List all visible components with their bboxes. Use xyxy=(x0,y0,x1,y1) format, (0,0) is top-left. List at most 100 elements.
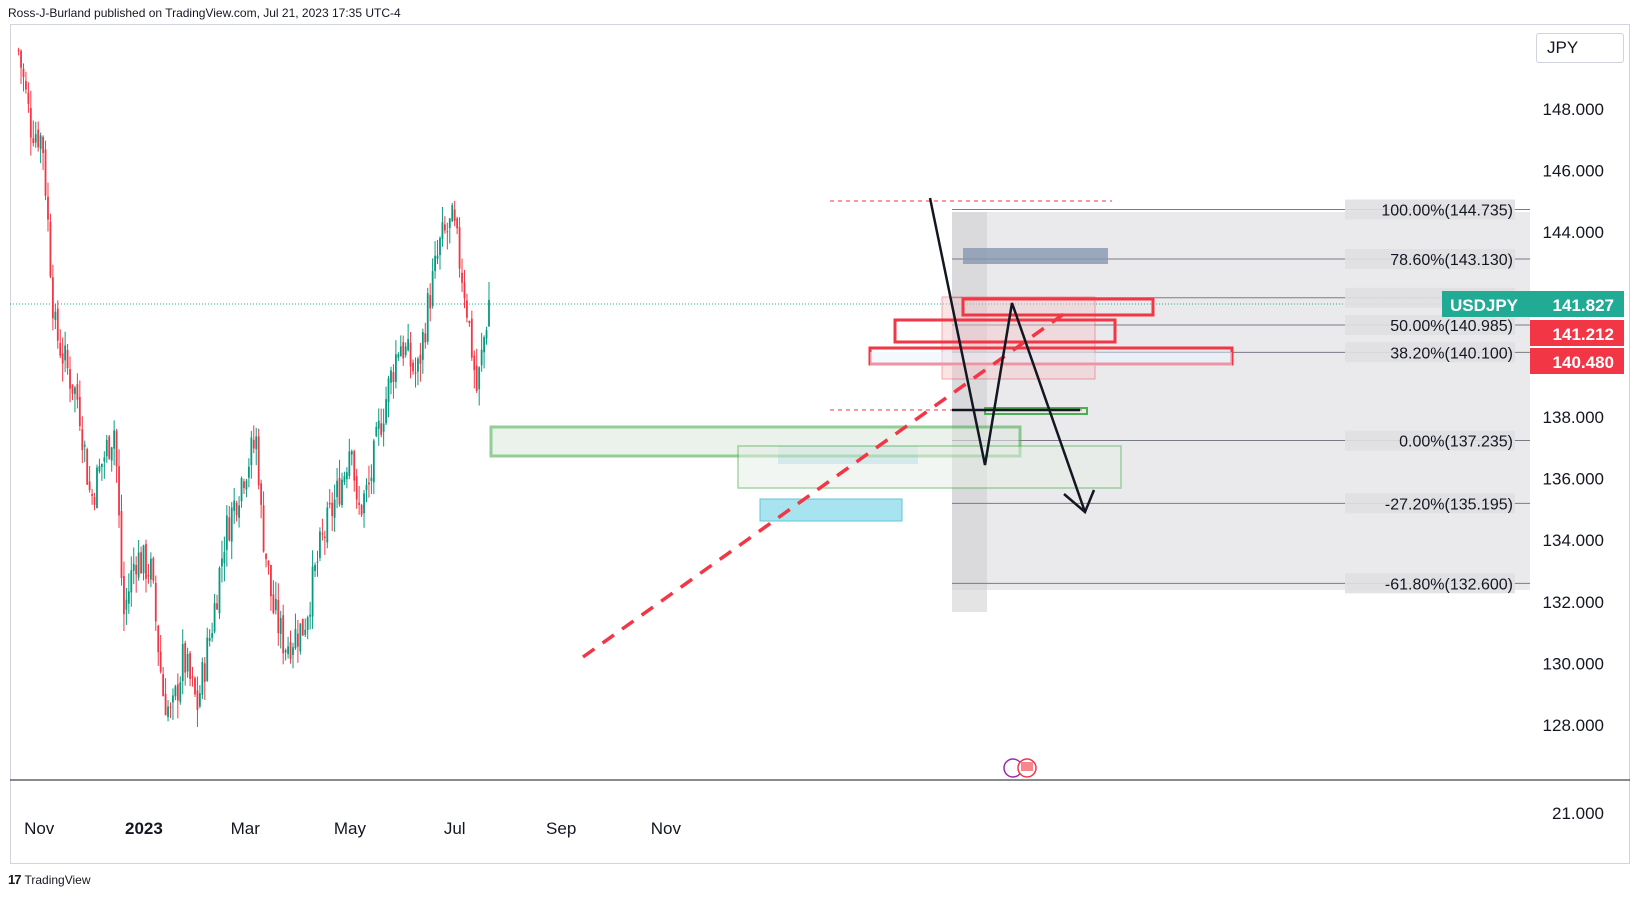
x-axis-label: Jul xyxy=(444,819,466,838)
x-axis-label: Sep xyxy=(546,819,576,838)
candle-body xyxy=(223,552,226,564)
candle-body xyxy=(385,399,387,424)
svg-text:141.827: 141.827 xyxy=(1553,296,1614,315)
candle-body xyxy=(370,477,373,481)
candle-body xyxy=(419,354,422,364)
candle-body xyxy=(458,227,461,269)
candle-body xyxy=(468,320,471,323)
trendline-dashed[interactable] xyxy=(581,309,1070,659)
candle-body xyxy=(44,149,47,196)
candle-body xyxy=(252,439,255,449)
candle-body xyxy=(169,706,172,708)
candle-body xyxy=(66,349,69,369)
x-axis-label: Nov xyxy=(651,819,682,838)
candle-body xyxy=(93,497,96,505)
candle-body xyxy=(431,271,434,307)
fib-label-bg xyxy=(1345,342,1515,363)
candle-body xyxy=(243,481,245,489)
projection-path[interactable] xyxy=(928,197,1087,513)
candle-body xyxy=(262,505,265,552)
candle-body xyxy=(103,457,106,462)
fib-label-bg xyxy=(1345,315,1515,336)
candle-body xyxy=(20,50,22,68)
candle-body xyxy=(456,218,459,229)
candle-body xyxy=(105,439,108,457)
candle-body xyxy=(311,566,314,617)
candle-body xyxy=(417,358,419,372)
y-axis-label: 144.000 xyxy=(1543,223,1604,242)
candle-body xyxy=(255,436,258,450)
red-box-1[interactable] xyxy=(961,297,1155,317)
candle-body xyxy=(189,653,191,679)
candle-body xyxy=(470,318,473,358)
candle-body xyxy=(480,349,483,366)
candle-body xyxy=(412,362,414,372)
candle-body xyxy=(451,205,454,222)
candle-body xyxy=(301,618,304,636)
candle-body xyxy=(201,662,204,695)
candle-body xyxy=(230,507,233,542)
candle-body xyxy=(17,49,20,51)
candle-body xyxy=(321,533,324,535)
fib-level-label: 100.00%(144.735) xyxy=(1381,203,1513,220)
y-axis-label: 146.000 xyxy=(1543,162,1604,181)
candle-body xyxy=(51,277,54,319)
candle-body xyxy=(29,108,32,138)
candle-body xyxy=(240,478,243,502)
demand-zone-cyan[interactable] xyxy=(759,498,903,522)
candle-body xyxy=(270,565,272,597)
candle-body xyxy=(110,447,113,461)
fib-label-bg xyxy=(1345,493,1515,514)
y-axis-label: 132.000 xyxy=(1543,593,1604,612)
candle-body xyxy=(54,311,57,320)
candle-body xyxy=(404,346,407,355)
candle-body xyxy=(343,476,346,482)
candle-body xyxy=(409,342,412,367)
candle-body xyxy=(466,300,468,318)
candle-body xyxy=(98,466,101,472)
support-zone-green-2[interactable] xyxy=(737,445,1122,489)
events-flag-icon[interactable] xyxy=(1003,758,1037,778)
candle-body xyxy=(336,480,338,498)
svg-text:140.480: 140.480 xyxy=(1553,353,1614,372)
candle-body xyxy=(32,138,35,144)
candle-body xyxy=(118,466,120,516)
candle-body xyxy=(304,629,307,635)
fib-label-bg xyxy=(1345,430,1515,451)
candle-body xyxy=(203,663,206,682)
candle-body xyxy=(368,482,370,485)
candle-body xyxy=(439,238,441,256)
candle-body xyxy=(22,68,25,78)
candle-body xyxy=(34,134,37,143)
candle-body xyxy=(390,370,392,383)
candle-body xyxy=(402,342,405,359)
candle-body xyxy=(260,483,263,505)
candle-body xyxy=(446,231,449,233)
y-axis-label: 134.000 xyxy=(1543,531,1604,550)
candle-body xyxy=(399,346,402,357)
candle-body xyxy=(338,478,341,505)
candle-body xyxy=(238,505,240,518)
candle-body xyxy=(233,500,236,511)
candle-body xyxy=(380,423,383,435)
candle-body xyxy=(333,499,336,518)
candle-body xyxy=(488,299,490,327)
footer-brand[interactable]: 17 TradingView xyxy=(8,872,91,887)
supply-zone-blue[interactable] xyxy=(963,248,1108,264)
fib-zone-left xyxy=(952,212,987,612)
fib-level-label: 38.20%(140.100) xyxy=(1390,345,1513,362)
candle-body xyxy=(208,638,211,641)
candle-body xyxy=(287,646,289,655)
candle-body xyxy=(81,429,84,451)
candle-body xyxy=(71,384,74,394)
candle-body xyxy=(341,479,343,506)
fib-level-label: 50.00%(140.985) xyxy=(1390,318,1513,335)
candle-body xyxy=(284,650,287,653)
candle-body xyxy=(323,536,326,538)
candle-body xyxy=(61,353,64,364)
candle-body xyxy=(125,599,128,610)
currency-selector-button[interactable]: JPY xyxy=(1536,33,1624,63)
candle-body xyxy=(228,517,231,541)
candle-body xyxy=(218,567,221,614)
